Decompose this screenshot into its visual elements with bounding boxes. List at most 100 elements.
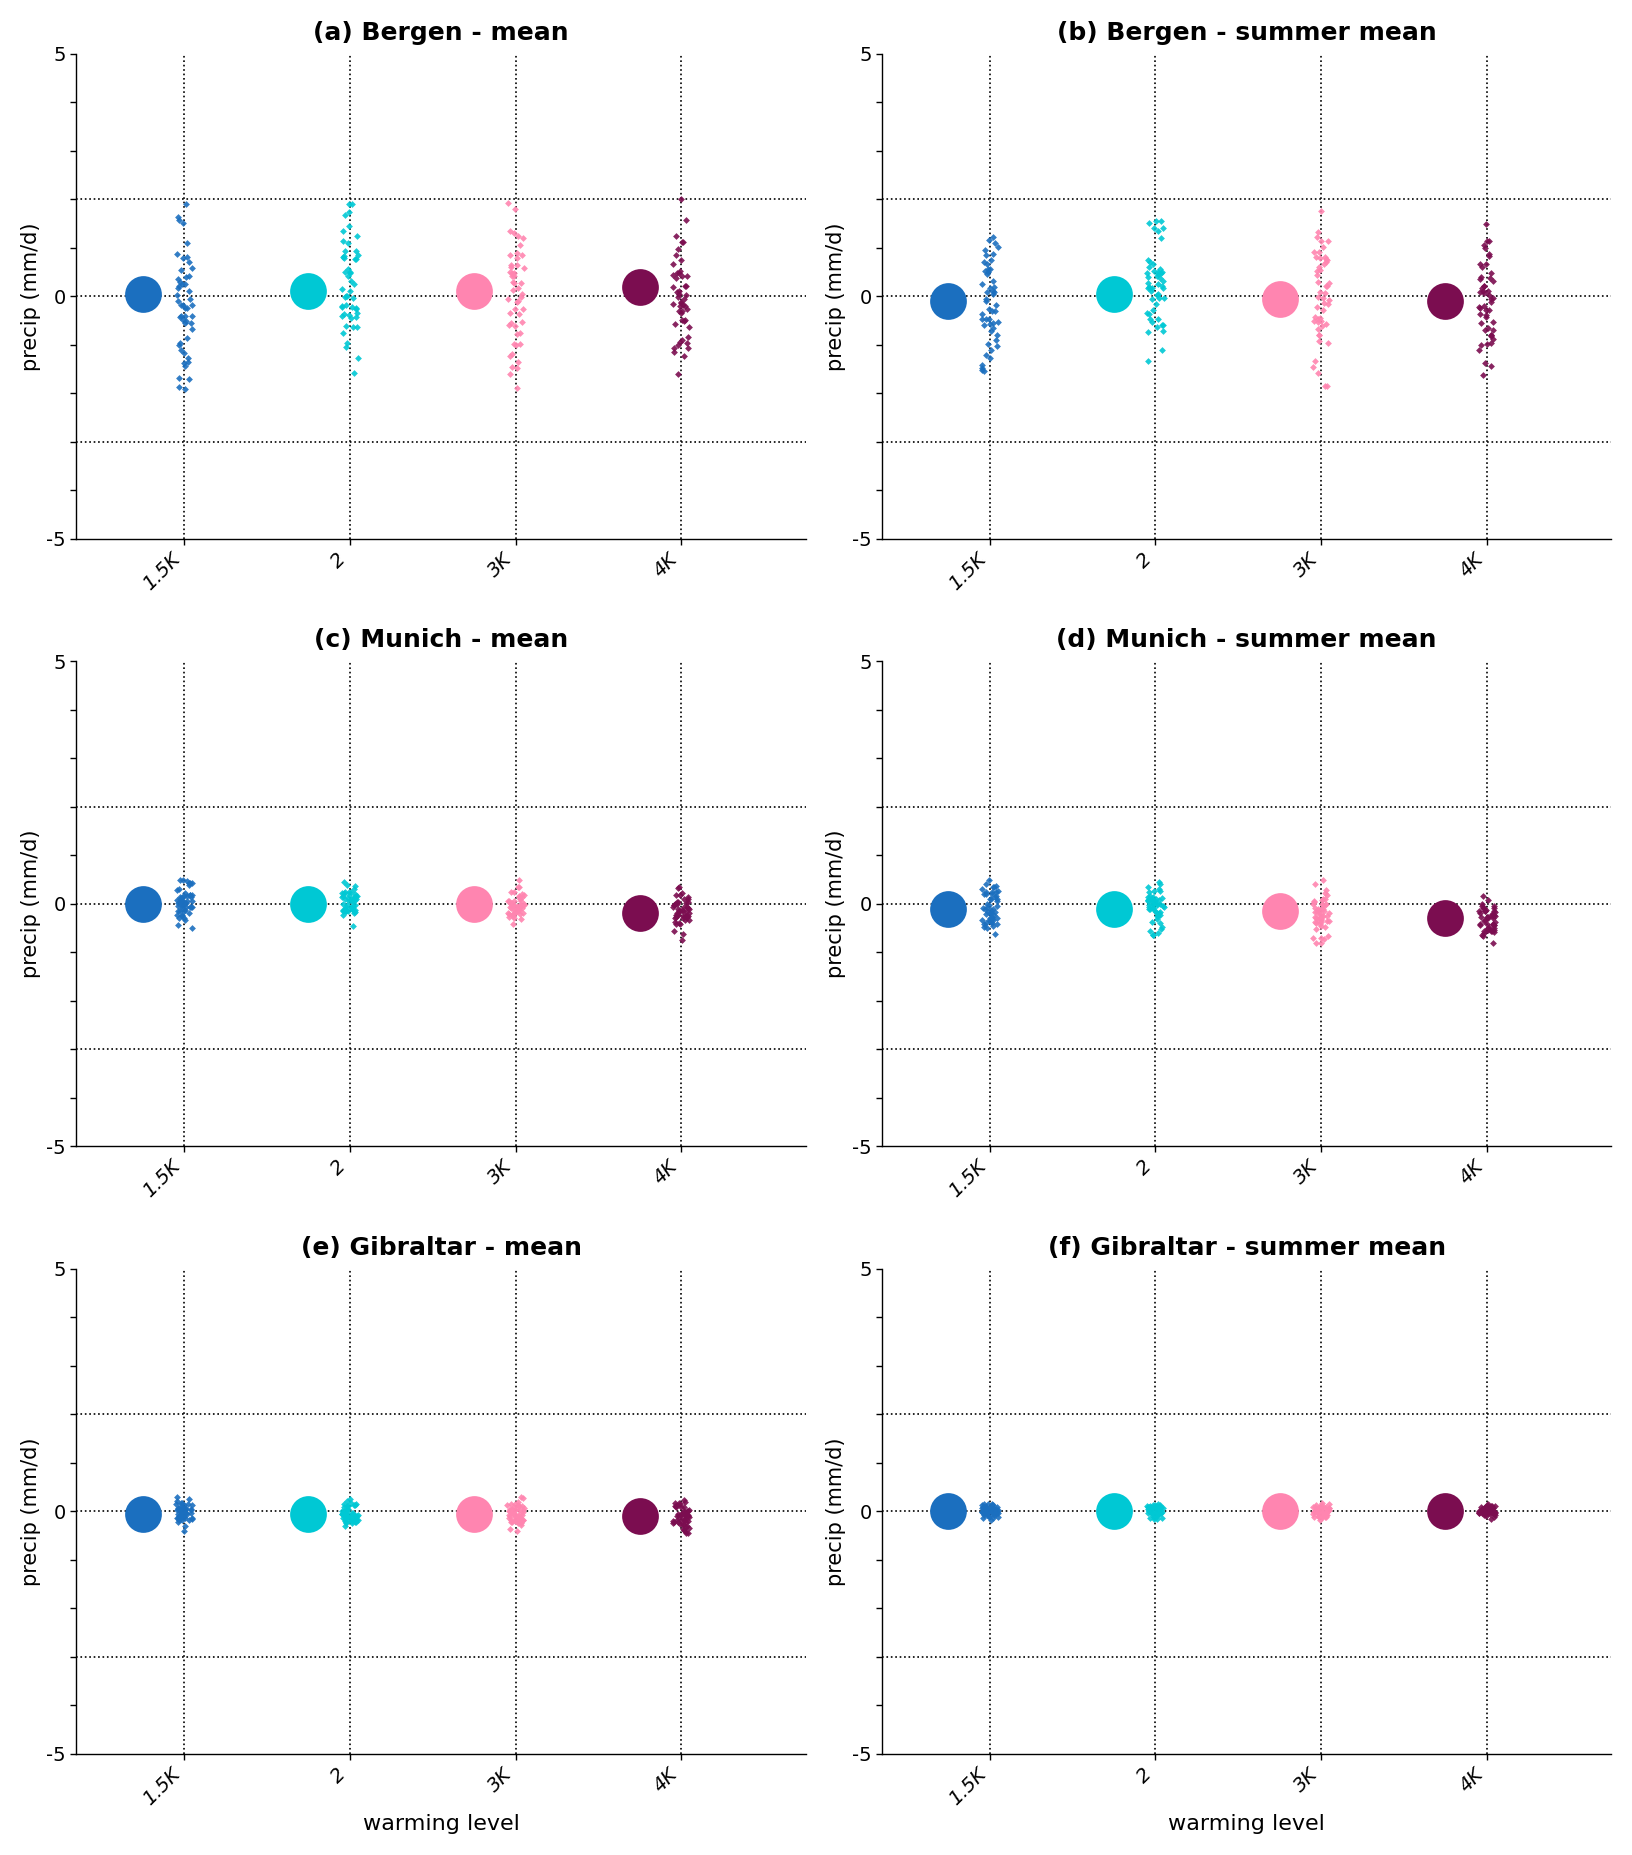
Point: [498, 250, 524, 280]
Point: [165, 903, 191, 933]
Point: [494, 187, 521, 217]
Point: [676, 894, 702, 924]
Point: [1472, 302, 1498, 332]
X-axis label: warming level: warming level: [362, 1814, 519, 1835]
Point: [669, 1510, 695, 1540]
Point: [1474, 1499, 1500, 1529]
Point: [1315, 289, 1342, 319]
Point: [331, 243, 357, 273]
Point: [671, 1493, 697, 1523]
Point: [343, 890, 369, 920]
Point: [168, 1501, 194, 1530]
Point: [979, 907, 1005, 937]
Point: [1477, 1499, 1503, 1529]
Point: [501, 293, 527, 323]
Point: [506, 1495, 532, 1525]
Point: [343, 1491, 369, 1521]
Point: [1472, 1499, 1498, 1529]
Point: [165, 1482, 191, 1512]
Point: [1307, 903, 1333, 933]
Title: (a) Bergen - mean: (a) Bergen - mean: [313, 20, 570, 45]
Point: [504, 373, 530, 403]
Point: [175, 887, 201, 916]
Point: [168, 1497, 194, 1527]
Point: [178, 1493, 204, 1523]
Point: [168, 1504, 194, 1534]
Point: [509, 1484, 535, 1514]
Point: [1147, 206, 1173, 236]
Point: [663, 1493, 689, 1523]
Point: [344, 221, 370, 250]
Point: [1480, 903, 1506, 933]
Point: [667, 909, 694, 939]
Point: [335, 1493, 361, 1523]
Point: [1134, 1491, 1160, 1521]
Point: [1306, 894, 1332, 924]
Point: [1482, 1497, 1508, 1527]
Point: [978, 317, 1004, 347]
Point: [1136, 1497, 1162, 1527]
Point: [984, 876, 1010, 905]
Point: [1475, 276, 1501, 306]
Point: [979, 903, 1005, 933]
Point: [499, 258, 526, 288]
Point: [674, 881, 700, 911]
Point: [981, 900, 1007, 929]
Point: [165, 263, 191, 293]
Point: [1301, 887, 1327, 916]
Point: [1301, 924, 1327, 953]
Point: [180, 313, 206, 343]
Point: [981, 1497, 1007, 1527]
Point: [343, 236, 369, 265]
Point: [671, 1504, 697, 1534]
Point: [511, 1504, 537, 1534]
Point: [330, 881, 356, 911]
Point: [981, 1490, 1007, 1519]
Point: [175, 343, 201, 373]
Point: [1151, 892, 1177, 922]
Point: [341, 358, 367, 388]
Point: [1134, 881, 1160, 911]
Point: [171, 308, 197, 338]
Point: [1144, 269, 1170, 299]
Point: [1144, 1491, 1170, 1521]
Point: [1134, 885, 1160, 915]
Point: [663, 239, 689, 269]
Point: [671, 1516, 697, 1545]
Point: [165, 892, 191, 922]
Point: [984, 1499, 1010, 1529]
Point: [166, 1506, 193, 1536]
Point: [1466, 336, 1492, 365]
Point: [974, 278, 1000, 308]
Point: [171, 881, 197, 911]
Point: [344, 881, 370, 911]
Point: [1466, 291, 1492, 321]
Point: [504, 319, 530, 349]
Point: [1477, 1497, 1503, 1527]
Point: [1307, 903, 1333, 933]
Point: [331, 866, 357, 896]
Point: [335, 262, 361, 291]
Point: [506, 872, 532, 902]
Point: [664, 278, 690, 308]
Point: [508, 890, 534, 920]
Point: [1144, 1499, 1170, 1529]
Point: [178, 881, 204, 911]
Point: [166, 267, 193, 297]
Point: [666, 1501, 692, 1530]
Point: [1477, 280, 1503, 310]
Point: [511, 254, 537, 284]
Point: [499, 1506, 526, 1536]
Point: [973, 879, 999, 909]
Point: [1307, 909, 1333, 939]
Point: [1136, 262, 1162, 291]
Point: [674, 1506, 700, 1536]
Point: [1474, 1490, 1500, 1519]
Point: [1314, 905, 1340, 935]
Point: [295, 1499, 322, 1529]
Point: [1307, 1495, 1333, 1525]
X-axis label: warming level: warming level: [1169, 1814, 1325, 1835]
Point: [330, 894, 356, 924]
Point: [1315, 286, 1342, 315]
Point: [509, 1499, 535, 1529]
